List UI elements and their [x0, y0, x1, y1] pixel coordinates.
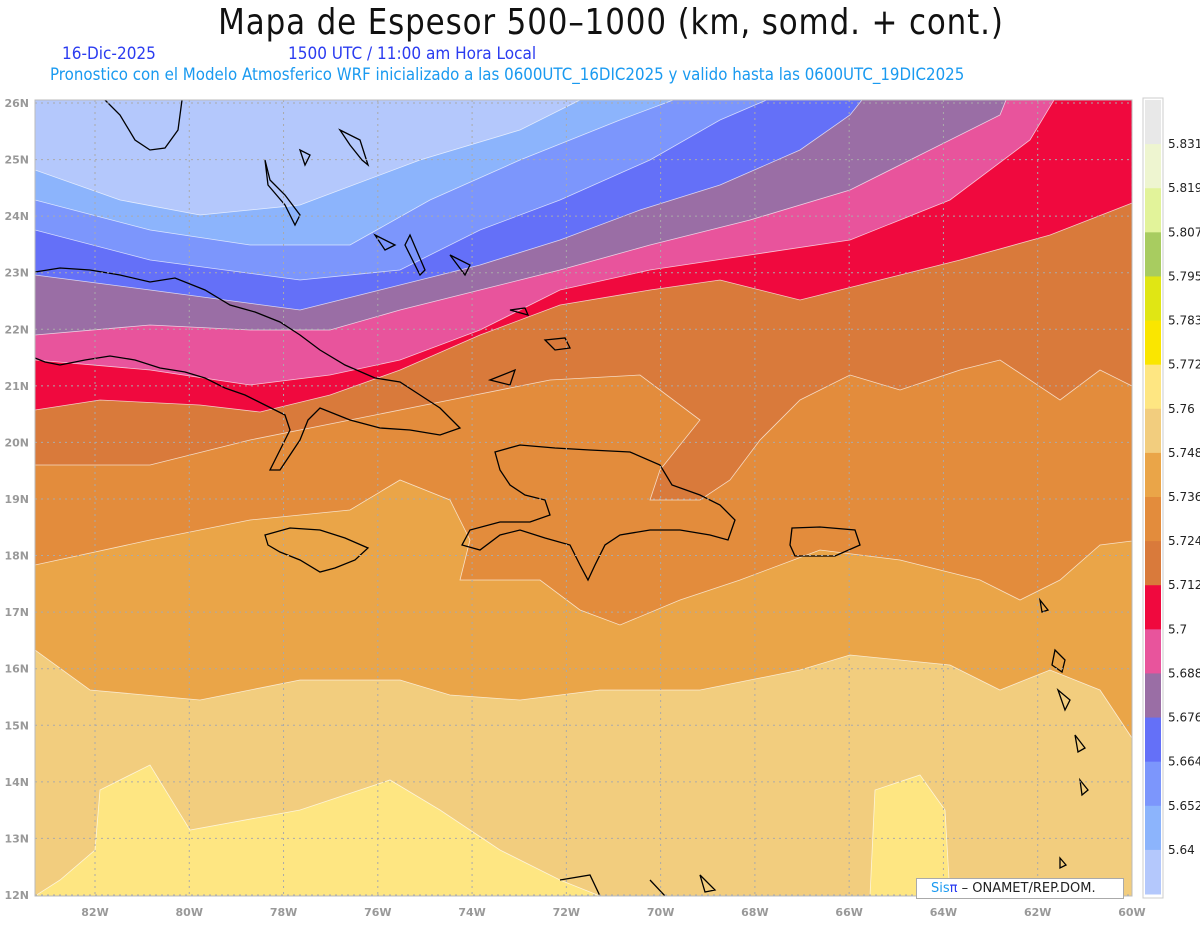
lat-tick-label: 12N — [4, 889, 29, 902]
colorbar-label: 5.724 — [1168, 534, 1200, 548]
pi-logo: π — [949, 881, 958, 896]
turks-caicos-coast — [487, 307, 571, 386]
colorbar-label: 5.688 — [1168, 666, 1200, 680]
forecast-time: 1500 UTC / 11:00 am Hora Local — [288, 44, 537, 64]
forecast-date: 16-Dic-2025 — [62, 44, 156, 64]
colorbar-swatch — [1145, 849, 1161, 895]
lon-tick-label: 62W — [1024, 906, 1051, 919]
lesser-antilles-coast — [559, 597, 1089, 896]
colorbar-swatch — [1145, 232, 1161, 277]
lon-tick-label: 66W — [835, 906, 862, 919]
colorbar-swatch — [1145, 276, 1161, 322]
lat-tick-label: 25N — [4, 154, 29, 167]
lon-tick-label: 82W — [81, 906, 108, 919]
colorbar-label: 5.795 — [1168, 269, 1200, 283]
lat-tick-label: 24N — [4, 210, 29, 223]
lat-tick-label: 13N — [4, 832, 29, 845]
lat-tick-label: 16N — [4, 663, 29, 676]
colorbar-swatch — [1145, 364, 1161, 410]
colorbar-swatch — [1145, 761, 1161, 807]
colorbar-swatch — [1145, 497, 1161, 542]
colorbar-label: 5.652 — [1168, 799, 1200, 813]
colorbar-swatch — [1145, 541, 1161, 586]
credit-box: Sisπ – ONAMET/REP.DOM. — [916, 878, 1124, 899]
colorbar-frame — [1142, 97, 1164, 899]
colorbar-label: 5.819 — [1168, 181, 1200, 195]
lat-tick-label: 23N — [4, 267, 29, 280]
lat-tick-label: 20N — [4, 436, 29, 449]
lat-tick-label: 26N — [4, 97, 29, 110]
cuba-coast — [35, 267, 462, 471]
colorbar-label: 5.831 — [1168, 137, 1200, 151]
colorbar-swatch — [1145, 100, 1161, 145]
colorbar-label: 5.7 — [1168, 622, 1187, 636]
lon-tick-label: 68W — [741, 906, 768, 919]
colorbar-label: 5.664 — [1168, 755, 1200, 769]
colorbar-label: 5.64 — [1168, 843, 1195, 857]
colorbar-label: 5.712 — [1168, 578, 1200, 592]
lon-tick-label: 70W — [647, 906, 674, 919]
credit-text: – ONAMET/REP.DOM. — [957, 881, 1096, 896]
lat-tick-label: 22N — [4, 323, 29, 336]
colorbar-swatch — [1145, 805, 1161, 851]
colorbar-swatch — [1145, 717, 1161, 763]
lat-tick-label: 15N — [4, 719, 29, 732]
colorbar-swatch — [1145, 320, 1161, 366]
coastlines — [35, 100, 1089, 896]
lon-tick-label: 72W — [553, 906, 580, 919]
axis-labels: 26N 25N 24N 23N 22N 21N 20N 19N 18N 17N 16N 15N 14N 1… — [4, 97, 1145, 919]
lat-tick-label: 18N — [4, 550, 29, 563]
colorbar-label: 5.807 — [1168, 225, 1200, 239]
colorbar-label: 5.748 — [1168, 446, 1200, 460]
colorbar-swatch — [1145, 629, 1161, 674]
lat-tick-label: 14N — [4, 776, 29, 789]
colorbar-label: 5.783 — [1168, 314, 1200, 328]
forecast-description: Pronostico con el Modelo Atmosferico WRF… — [50, 65, 965, 85]
map-title: Mapa de Espesor 500–1000 (km, somd. + co… — [218, 2, 1004, 43]
lon-tick-label: 76W — [364, 906, 391, 919]
lat-tick-label: 17N — [4, 606, 29, 619]
colorbar-swatch — [1145, 408, 1161, 454]
bahamas-coast — [264, 128, 471, 277]
colorbar-label: 5.772 — [1168, 358, 1200, 372]
colorbar-label: 5.736 — [1168, 490, 1200, 504]
band-5.64-min — [35, 100, 581, 216]
puerto-rico-coast — [789, 526, 861, 557]
hispaniola-coast — [461, 444, 736, 582]
colorbar-swatch — [1145, 188, 1161, 233]
lon-tick-label: 78W — [270, 906, 297, 919]
colorbar-swatch — [1145, 452, 1161, 498]
colorbar-label: 5.676 — [1168, 711, 1200, 725]
colorbar: 5.831 5.819 5.807 5.795 5.783 5.772 5.76 5.748 5… — [1142, 97, 1200, 899]
map-frame — [34, 99, 1133, 897]
colorbar-swatch — [1145, 144, 1161, 189]
lon-tick-label: 64W — [930, 906, 957, 919]
colorbar-swatch — [1145, 585, 1161, 630]
sis-logo-text: Sis — [931, 881, 950, 896]
jamaica-coast — [264, 527, 370, 573]
colorbar-swatch — [1145, 673, 1161, 719]
lat-tick-label: 21N — [4, 380, 29, 393]
florida-coast — [104, 100, 183, 151]
lon-tick-label: 74W — [458, 906, 485, 919]
lon-tick-label: 60W — [1118, 906, 1145, 919]
colorbar-label: 5.76 — [1168, 402, 1195, 416]
lat-tick-label: 19N — [4, 493, 29, 506]
lon-tick-label: 80W — [176, 906, 203, 919]
